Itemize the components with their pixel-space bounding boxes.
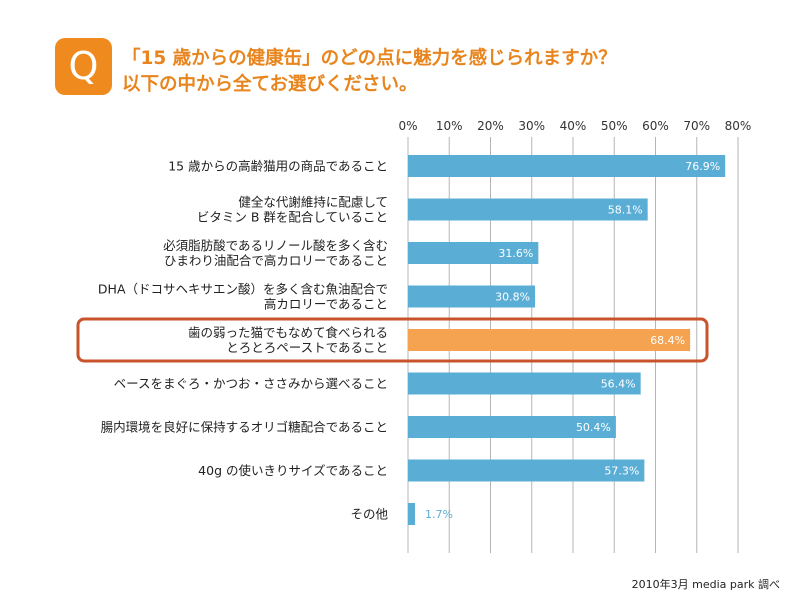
category-label: 高カロリーであること [264, 297, 388, 312]
x-tick-label: 80% [725, 119, 752, 133]
bar [408, 198, 648, 221]
category-label: 40g の使いきりサイズであること [198, 463, 388, 478]
bar [408, 459, 645, 482]
question-badge-letter: Q [68, 44, 99, 88]
question-badge: Q [55, 38, 112, 95]
bar [408, 285, 536, 308]
bar [408, 155, 726, 177]
category-label: 歯の弱った猫でもなめて食べられる [188, 325, 388, 340]
question-title-line-1: 「15 歳からの健康缶」のどの点に魅力を感じられますか？ [122, 48, 617, 69]
category-label: 必須脂肪酸であるリノール酸を多く含む [163, 238, 388, 253]
x-tick-label: 60% [642, 119, 669, 133]
category-label: ビタミン B 群を配合していること [197, 210, 388, 225]
category-label: 腸内環境を良好に保持するオリゴ糖配合であること [101, 420, 388, 435]
data-label: 30.8% [495, 291, 530, 304]
source-note: 2010年3月 media park 調べ [631, 578, 780, 591]
data-label: 57.3% [604, 465, 639, 478]
bar [408, 503, 416, 525]
question-title-line-2: 以下の中から全てお選びください。 [122, 74, 418, 95]
data-label: 68.4% [650, 334, 685, 347]
data-label: 58.1% [608, 204, 643, 217]
data-label: 50.4% [576, 421, 611, 434]
category-label: ベースをまぐろ・かつお・ささみから選べること [114, 376, 388, 391]
data-label: 56.4% [601, 378, 636, 391]
category-label: DHA（ドコサヘキサエン酸）を多く含む魚油配合で [98, 282, 388, 297]
x-tick-label: 10% [436, 119, 463, 133]
highlight-frame [76, 317, 709, 363]
category-label: その他 [350, 507, 388, 522]
category-label: 健全な代謝維持に配慮して [238, 195, 388, 210]
category-label: とろとろペーストであること [226, 340, 388, 355]
category-label: ひまわり油配合で高カロリーであること [164, 253, 388, 268]
x-tick-label: 0% [398, 119, 417, 133]
x-tick-label: 70% [683, 119, 710, 133]
data-label: 76.9% [685, 160, 720, 173]
x-tick-label: 30% [518, 119, 545, 133]
x-tick-label: 20% [477, 119, 504, 133]
bar [408, 329, 691, 351]
category-label: 15 歳からの高齢猫用の商品であること [168, 159, 388, 174]
x-tick-label: 50% [601, 119, 628, 133]
data-label: 31.6% [498, 247, 533, 260]
data-label: 1.7% [425, 508, 453, 521]
x-tick-label: 40% [560, 119, 587, 133]
bar [408, 372, 641, 395]
bar [408, 242, 539, 264]
bar [408, 416, 616, 438]
